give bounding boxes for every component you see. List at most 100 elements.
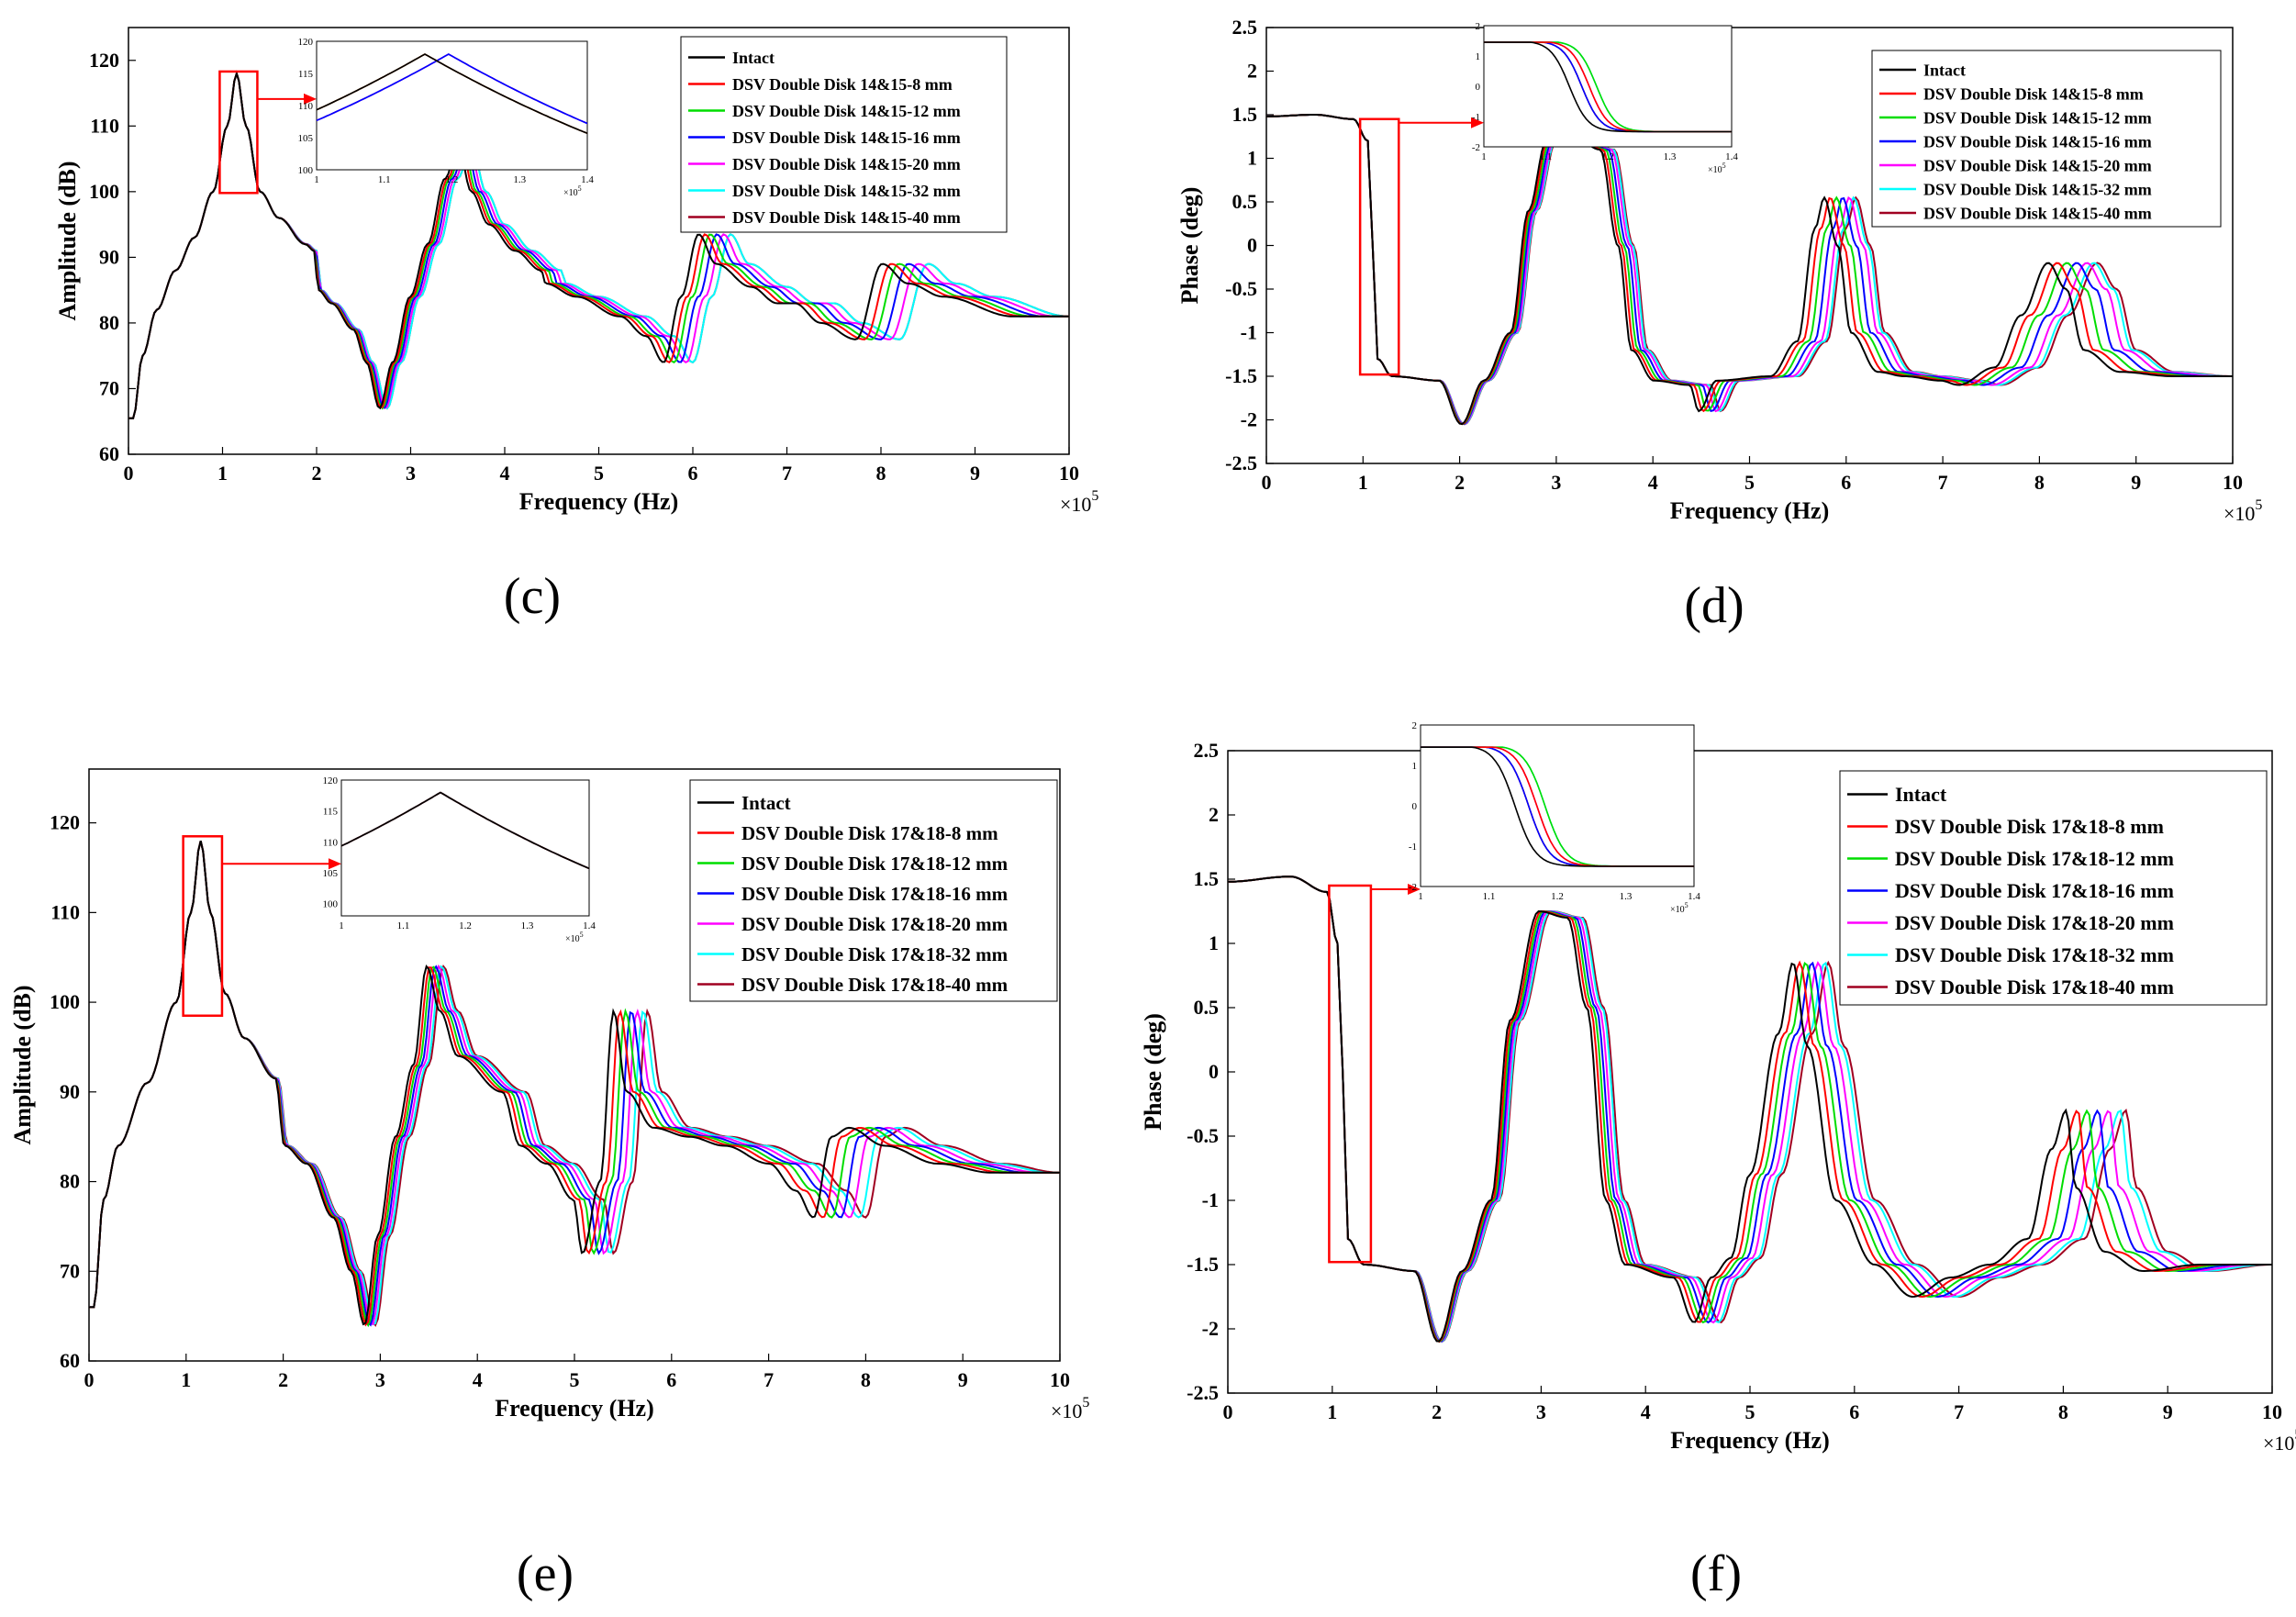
- inset-x-tick: 1.3: [513, 174, 526, 185]
- x-tick-label: 2: [278, 1368, 288, 1391]
- x-tick-label: 6: [666, 1368, 676, 1391]
- inset-y-tick: -2: [1472, 142, 1480, 153]
- inset-x-tick: 1: [314, 174, 319, 185]
- y-tick-label: 90: [60, 1080, 80, 1103]
- zoom-box: [1328, 884, 1373, 1264]
- legend-entry: DSV Double Disk 14&15-40 mm: [732, 208, 961, 227]
- x-tick-label: 3: [406, 462, 416, 485]
- legend-entry: DSV Double Disk 14&15-12 mm: [1923, 108, 2152, 127]
- inset-x-tick: 1.2: [446, 174, 459, 185]
- inset-multiplier-base: ×10: [565, 934, 580, 944]
- inset-x-tick: 1: [1481, 151, 1487, 162]
- inset-series-0: [341, 791, 589, 870]
- y-tick-label: 70: [99, 376, 119, 399]
- y-tick-label: -1: [1241, 321, 1257, 344]
- x-tick-label: 0: [1223, 1400, 1233, 1423]
- inset-x-tick: 1.1: [1540, 151, 1553, 162]
- x-tick-label: 10: [2262, 1400, 2282, 1423]
- inset-x-tick: 1: [1418, 891, 1423, 902]
- y-tick-label: -1.5: [1187, 1253, 1219, 1276]
- inset-multiplier: ×105: [563, 184, 582, 198]
- legend-entry: DSV Double Disk 17&18-40 mm: [741, 974, 1009, 996]
- inset-series-0: [1421, 746, 1694, 867]
- y-tick-label: 2.5: [1232, 16, 1258, 39]
- inset-y-tick: 1: [1476, 51, 1481, 62]
- y-tick-label: 0: [1209, 1060, 1219, 1083]
- x-tick-label: 0: [84, 1368, 95, 1391]
- inset-series-group: [1484, 41, 1732, 133]
- y-tick-label: 2: [1247, 60, 1257, 83]
- y-axis-label: Phase (deg): [1140, 1013, 1166, 1131]
- multiplier-exponent: 5: [1082, 1395, 1089, 1411]
- multiplier-exponent: 5: [1091, 488, 1098, 504]
- inset-y-tick: 0: [1412, 801, 1418, 812]
- x-tick-label: 10: [1059, 462, 1079, 485]
- x-tick-label: 9: [2163, 1400, 2173, 1423]
- inset-y-tick: 0: [1476, 82, 1481, 93]
- legend-entry: DSV Double Disk 14&15-16 mm: [732, 128, 961, 147]
- y-tick-label: 1: [1247, 147, 1257, 170]
- inset-y-tick: 110: [298, 101, 314, 112]
- x-tick-label: 5: [1745, 1400, 1755, 1423]
- y-tick-label: -0.5: [1225, 277, 1257, 300]
- inset-y-tick: 105: [323, 868, 339, 879]
- x-tick-label: 8: [2058, 1400, 2068, 1423]
- inset-x-tick: 1.2: [1601, 151, 1614, 162]
- x-tick-label: 0: [124, 462, 134, 485]
- x-tick-label: 6: [1841, 471, 1851, 494]
- x-axis-label: Frequency (Hz): [519, 488, 679, 515]
- legend-box: [1871, 50, 2222, 228]
- x-tick-label: 8: [861, 1368, 871, 1391]
- inset-multiplier: ×105: [1708, 162, 1726, 175]
- inset-series-0: [1484, 41, 1732, 133]
- legend-entry: DSV Double Disk 14&15-32 mm: [1923, 180, 2152, 198]
- inset-frame: [340, 779, 590, 917]
- y-tick-label: -0.5: [1187, 1124, 1219, 1147]
- legend-entry: DSV Double Disk 14&15-12 mm: [732, 102, 961, 120]
- x-tick-label: 9: [970, 462, 980, 485]
- x-tick-label: 5: [594, 462, 604, 485]
- inset-y-tick: 110: [323, 837, 339, 848]
- x-tick-label: 7: [1954, 1400, 1964, 1423]
- y-tick-label: -2: [1202, 1317, 1219, 1340]
- inset-multiplier-base: ×10: [563, 188, 578, 198]
- inset-x-tick: 1.4: [1688, 891, 1700, 902]
- y-tick-label: 1.5: [1232, 103, 1258, 126]
- series-group: [89, 840, 1060, 1328]
- multiplier-exponent: 5: [2255, 497, 2262, 513]
- y-tick-label: 120: [89, 49, 119, 72]
- x-tick-label: 4: [1641, 1400, 1651, 1423]
- inset-y-tick: 2: [1476, 21, 1481, 32]
- y-tick-label: -1: [1202, 1188, 1219, 1211]
- legend-box: [680, 36, 1008, 233]
- x-tick-label: 6: [688, 462, 698, 485]
- y-tick-label: 120: [50, 811, 80, 834]
- inset-multiplier-base: ×10: [1670, 905, 1685, 915]
- inset-y-tick: 115: [323, 807, 339, 818]
- inset-frame: [316, 40, 588, 171]
- x-tick-label: 3: [375, 1368, 385, 1391]
- inset-x-tick: 1.4: [581, 174, 594, 185]
- inset-series-3: [317, 53, 587, 125]
- zoom-box: [182, 835, 224, 1018]
- legend-box: [689, 779, 1058, 1002]
- x-tick-label: 7: [763, 1368, 774, 1391]
- y-tick-label: 0: [1247, 234, 1257, 257]
- multiplier-base: ×10: [2224, 502, 2255, 525]
- inset-x-tick: 1.3: [521, 920, 534, 931]
- y-tick-label: -1.5: [1225, 364, 1257, 387]
- legend-entry: DSV Double Disk 14&15-20 mm: [1923, 156, 2152, 174]
- y-tick-label: -2.5: [1187, 1381, 1219, 1404]
- x-tick-label: 1: [1327, 1400, 1337, 1423]
- legend-entry: Intact: [732, 49, 775, 67]
- y-tick-label: 80: [60, 1170, 80, 1193]
- panel-label: (e): [517, 1545, 574, 1602]
- y-tick-label: 60: [99, 442, 119, 465]
- y-tick-label: 100: [50, 990, 80, 1013]
- panel-f: 0 1 2 3 4 5 6 7 8 9 10-2.5-2-1.5-1-0.500.511.522.5…: [1140, 720, 2296, 1602]
- series-line-0: [1228, 875, 2272, 1343]
- x-tick-label: 9: [2131, 471, 2141, 494]
- zoom-arrow-head: [329, 858, 341, 870]
- x-tick-label: 2: [1432, 1400, 1442, 1423]
